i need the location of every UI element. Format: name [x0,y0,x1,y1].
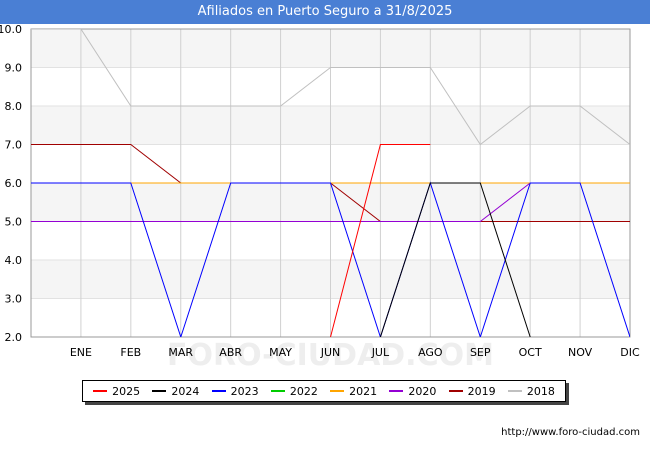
legend-swatch [152,390,167,392]
watermark: FORO-CIUDAD.COM [167,338,494,373]
source-url: http://www.foro-ciudad.com [501,427,640,438]
y-tick-label: 7.0 [5,139,23,152]
y-tick-label: 3.0 [5,293,23,306]
legend-item-2024: 2024 [152,385,199,398]
y-tick-label: 8.0 [5,100,23,113]
legend-swatch [389,390,404,392]
y-tick-label: 5.0 [5,216,23,229]
legend-item-2019: 2019 [448,384,496,398]
series-line-2024 [379,182,531,337]
chart-title: Afiliados en Puerto Seguro a 31/8/2025 [197,4,453,19]
legend-item-2018: 2018 [507,384,555,398]
x-tick-label: ENE [70,346,92,359]
x-tick-label: FEB [120,346,141,359]
series-line-2018 [31,29,630,146]
legend-swatch [270,390,285,392]
legend-swatch [211,390,226,392]
legend-item-2021: 2021 [330,385,377,398]
x-tick-label: MAR [168,346,193,359]
legend-swatch [93,390,108,392]
x-tick-label: SEP [470,346,491,359]
x-tick-label: JUN [320,346,341,359]
legend-item-2022: 2022 [270,384,318,398]
legend-label: 2018 [526,384,555,398]
y-tick-label: 9.0 [5,62,23,75]
legend-label: 2019 [467,384,496,398]
legend-label: 2020 [408,384,437,398]
x-tick-label: NOV [568,346,593,359]
x-tick-label: AGO [418,346,443,359]
y-tick-label: 6.0 [5,177,23,190]
chart-legend: 2025 2024 2023 2022 2021 2020 2019 2018 [82,380,566,402]
x-tick-label: OCT [519,346,542,359]
legend-item-2020: 2020 [389,385,436,398]
x-tick-label: MAY [269,346,292,359]
y-tick-label: 10.0 [0,23,22,36]
y-tick-label: 2.0 [5,331,23,344]
legend-label: 2025 [112,384,141,398]
legend-swatch [330,390,345,392]
legend-item-2025: 2025 [93,385,140,398]
legend-label: 2024 [171,384,200,398]
chart-title-bar: Afiliados en Puerto Seguro a 31/8/2025 [0,0,650,24]
legend-swatch [448,390,463,392]
x-tick-label: DIC [620,346,640,359]
x-tick-label: JUL [371,346,390,359]
legend-label: 2023 [230,384,259,398]
legend-label: 2022 [289,384,318,398]
x-tick-label: ABR [219,346,242,359]
series-line-2023 [31,181,630,337]
legend-label: 2021 [349,384,378,398]
legend-item-2023: 2023 [211,384,259,398]
series-line-2025 [330,144,431,337]
legend-swatch [507,390,522,392]
y-tick-label: 4.0 [5,254,23,267]
